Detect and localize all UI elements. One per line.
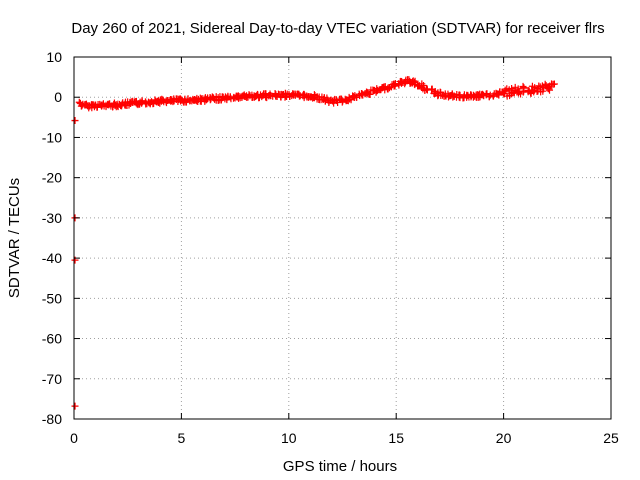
x-axis-title: GPS time / hours (283, 458, 397, 475)
axes: 0 5 10 15 20 25 10 0 -10 -20 -30 -40 -50 -60 -70 -80 (42, 49, 619, 446)
y-tick-label: -40 (42, 250, 62, 266)
data-point (386, 84, 394, 92)
data-point (514, 89, 522, 97)
x-tick-label: 20 (496, 430, 512, 446)
data-series (71, 76, 558, 410)
data-point (548, 80, 556, 88)
x-tick-label: 5 (178, 430, 186, 446)
data-point (138, 99, 146, 107)
data-point (485, 93, 493, 101)
y-tick-label: -70 (42, 371, 62, 387)
y-tick-label: -30 (42, 210, 62, 226)
x-tick-label: 25 (603, 430, 619, 446)
chart-title: Day 260 of 2021, Sidereal Day-to-day VTE… (71, 20, 604, 37)
y-tick-label: -50 (42, 290, 62, 306)
outlier-point (71, 402, 79, 410)
data-point (428, 86, 436, 94)
y-tick-label: 10 (46, 49, 62, 65)
data-point (495, 91, 503, 99)
data-point (364, 90, 372, 98)
y-tick-label: -80 (42, 411, 62, 427)
x-tick-label: 15 (388, 430, 404, 446)
y-tick-label: -60 (42, 331, 62, 347)
grid (74, 57, 611, 419)
y-tick-label: -20 (42, 170, 62, 186)
data-point (520, 84, 528, 92)
y-tick-label: -10 (42, 129, 62, 145)
data-point (546, 86, 554, 94)
data-point (75, 98, 83, 106)
y-tick-label: 0 (54, 89, 62, 105)
x-tick-label: 0 (70, 430, 78, 446)
data-point (500, 89, 508, 97)
y-axis-title: SDTVAR / TECUs (6, 178, 23, 298)
plot-frame (73, 56, 612, 420)
outlier-point (71, 117, 79, 125)
x-tick-label: 10 (281, 430, 297, 446)
